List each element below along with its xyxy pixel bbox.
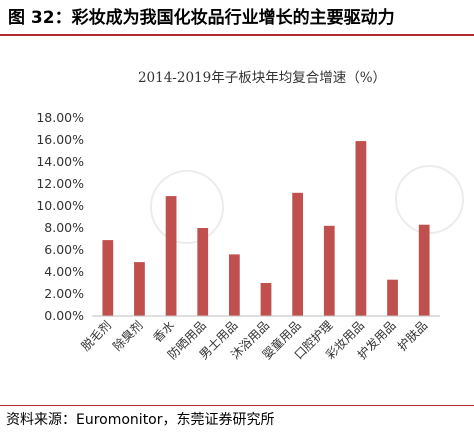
bar — [197, 228, 209, 316]
bar — [418, 224, 430, 316]
y-tick-label: 12.00% — [36, 176, 84, 191]
y-tick-label: 4.00% — [44, 264, 84, 279]
bar — [323, 225, 335, 316]
title-divider — [0, 34, 474, 36]
bar — [292, 192, 304, 316]
bar — [387, 279, 398, 316]
bar — [355, 141, 367, 316]
y-tick-label: 0.00% — [44, 308, 84, 323]
bar — [134, 262, 145, 316]
bar — [260, 283, 272, 316]
y-tick-label: 16.00% — [36, 132, 84, 147]
y-tick-label: 2.00% — [44, 286, 84, 301]
bars — [102, 141, 430, 316]
bar — [228, 254, 240, 316]
source-note: 资料来源：Euromonitor，东莞证券研究所 — [6, 412, 275, 428]
x-tick-label: 香水 — [150, 318, 177, 345]
y-tick-label: 10.00% — [36, 198, 84, 213]
bar — [165, 196, 177, 316]
y-axis: 0.00% 2.00% 4.00% 6.00% 8.00% 10.00% 12.00% 14.… — [36, 110, 84, 323]
figure-title: 图 32：彩妆成为我国化妆品行业增长的主要驱动力 — [8, 8, 395, 28]
chart-title: 2014-2019年子板块年均复合增速（%） — [138, 69, 386, 86]
x-tick-label: 护肤品 — [394, 318, 430, 354]
y-tick-label: 14.00% — [36, 154, 84, 169]
y-tick-label: 8.00% — [44, 220, 84, 235]
watermark-seal — [150, 170, 224, 244]
y-tick-label: 18.00% — [36, 110, 84, 125]
source-divider — [0, 405, 474, 406]
y-tick-label: 6.00% — [44, 242, 84, 257]
bar — [102, 240, 114, 316]
x-tick-label: 除臭剂 — [110, 318, 146, 354]
bar-chart: 2014-2019年子板块年均复合增速（%） 0.00% 2.00% 4.00% 6.… — [36, 69, 440, 363]
